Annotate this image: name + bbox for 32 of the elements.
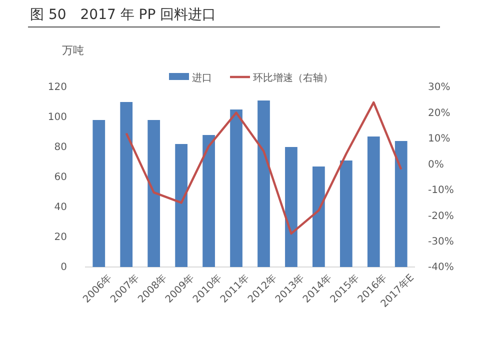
y-axis-title: 万吨 — [62, 44, 84, 57]
y-tick-label: 80 — [54, 142, 67, 154]
bar — [202, 135, 215, 267]
legend-label: 环比增速（右轴） — [253, 72, 333, 84]
y-tick-label: 40 — [54, 202, 67, 214]
bar — [367, 136, 380, 267]
y2-tick-label: -30% — [428, 236, 454, 248]
chart-title: 图 50 2017 年 PP 回料进口 — [30, 7, 216, 23]
y2-tick-label: 10% — [428, 134, 450, 145]
y2-tick-label: -40% — [428, 262, 454, 274]
bar — [120, 102, 133, 267]
legend-label: 进口 — [192, 72, 212, 84]
line-series — [125, 101, 402, 235]
bar — [312, 166, 325, 267]
y2-tick-label: 20% — [428, 108, 450, 119]
y-tick-label: 60 — [54, 172, 67, 184]
bar — [394, 141, 408, 267]
bar — [92, 120, 106, 267]
y-tick-label: 120 — [48, 82, 67, 94]
y-tick-label: 100 — [48, 112, 67, 124]
y2-tick-label: 0% — [428, 159, 444, 170]
bar — [230, 110, 242, 267]
y2-tick-label: 30% — [428, 82, 450, 94]
bar — [340, 160, 352, 267]
bar — [285, 147, 298, 267]
y-tick-label: 20 — [54, 232, 67, 244]
y-tick-label: 0 — [60, 262, 67, 274]
y2-tick-label: -10% — [428, 185, 454, 196]
y2-tick-label: -20% — [428, 210, 454, 222]
bar — [175, 144, 188, 267]
bar — [148, 120, 160, 267]
bar — [258, 100, 270, 267]
